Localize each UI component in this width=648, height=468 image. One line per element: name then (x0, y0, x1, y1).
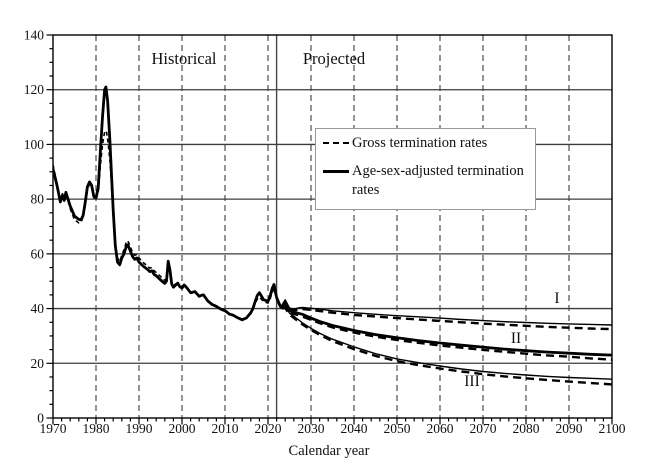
svg-text:2090: 2090 (556, 421, 583, 436)
svg-text:2030: 2030 (298, 421, 325, 436)
svg-text:140: 140 (24, 28, 45, 43)
legend-entry-adjusted: Age-sex-adjusted termination rates (323, 162, 529, 200)
svg-text:1980: 1980 (83, 421, 110, 436)
svg-text:20: 20 (31, 356, 45, 371)
legend-entry-gross: Gross termination rates (323, 134, 529, 153)
projected-region-label: Projected (302, 49, 366, 68)
legend: Gross termination rates Age-sex-adjusted… (315, 128, 536, 210)
svg-text:60: 60 (31, 246, 45, 261)
svg-text:1990: 1990 (126, 421, 153, 436)
scenario-label-III: III (464, 373, 480, 390)
svg-text:2020: 2020 (255, 421, 282, 436)
scenario-label-II: II (510, 330, 522, 347)
scenario-label-I: I (554, 290, 560, 307)
svg-text:2070: 2070 (470, 421, 497, 436)
svg-text:80: 80 (31, 192, 45, 207)
svg-text:40: 40 (31, 301, 45, 316)
dashed-line-sample-icon (323, 142, 349, 144)
x-axis-title: Calendar year (288, 443, 370, 459)
legend-label-adjusted: Age-sex-adjusted termination rates (352, 163, 524, 198)
svg-text:100: 100 (24, 137, 45, 152)
solid-line-sample-icon (323, 170, 349, 173)
svg-text:2000: 2000 (169, 421, 196, 436)
svg-text:2080: 2080 (513, 421, 540, 436)
svg-text:2040: 2040 (341, 421, 368, 436)
svg-text:2060: 2060 (427, 421, 454, 436)
svg-text:0: 0 (37, 411, 44, 426)
svg-text:1970: 1970 (40, 421, 67, 436)
historical-region-label: Historical (151, 49, 217, 68)
svg-text:2050: 2050 (384, 421, 411, 436)
legend-label-gross: Gross termination rates (352, 135, 488, 151)
svg-text:2100: 2100 (599, 421, 626, 436)
svg-text:120: 120 (24, 82, 45, 97)
svg-text:2010: 2010 (212, 421, 239, 436)
